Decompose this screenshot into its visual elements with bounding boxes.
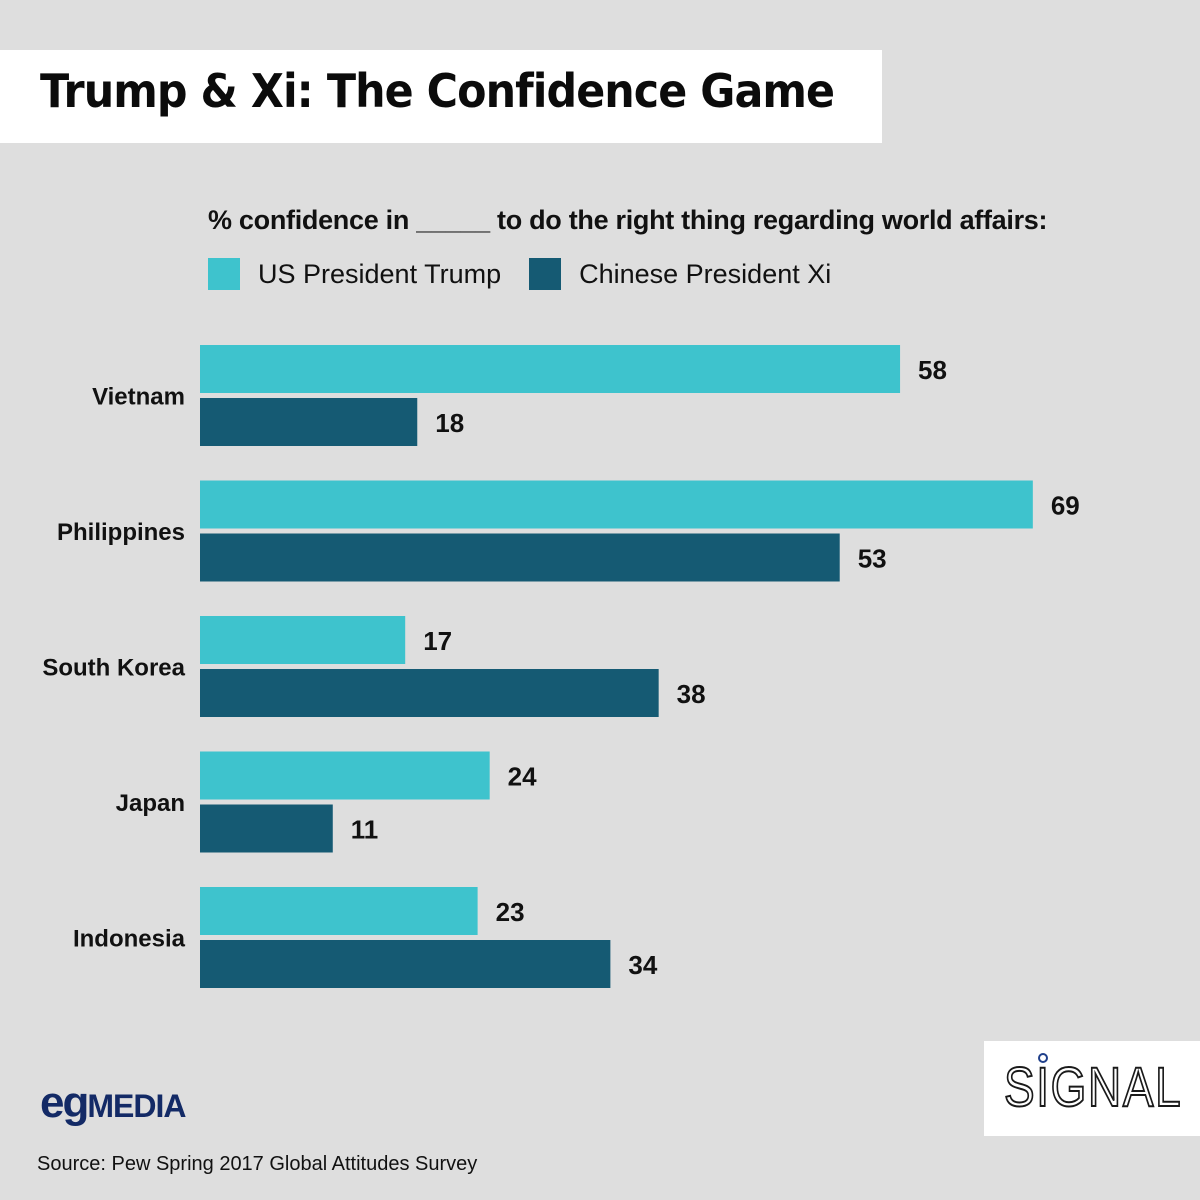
data-label: 53 bbox=[858, 544, 887, 574]
signal-logo-dot-icon bbox=[1038, 1053, 1048, 1063]
bar-xi bbox=[200, 804, 333, 853]
category-label: Japan bbox=[116, 790, 185, 817]
bar-trump bbox=[200, 480, 1033, 529]
data-label: 11 bbox=[351, 815, 379, 845]
category-label: Philippines bbox=[57, 519, 185, 546]
legend-item-trump: US President Trump bbox=[208, 258, 501, 290]
data-label: 34 bbox=[628, 950, 657, 980]
legend-swatch-xi bbox=[529, 258, 562, 290]
egmedia-logo: egMEDIA bbox=[40, 1078, 186, 1128]
data-label: 17 bbox=[423, 626, 452, 656]
category-label: Vietnam bbox=[92, 384, 185, 411]
category-label: South Korea bbox=[42, 655, 185, 682]
chart-subtitle: % confidence in _____ to do the right th… bbox=[208, 205, 1048, 235]
category-label: Indonesia bbox=[73, 926, 186, 953]
bar-trump bbox=[200, 751, 490, 800]
data-label: 18 bbox=[435, 408, 464, 438]
bar-xi bbox=[200, 533, 840, 582]
source-note: Source: Pew Spring 2017 Global Attitudes… bbox=[37, 1153, 478, 1175]
title-banner: Trump & Xi: The Confidence Game bbox=[0, 50, 882, 143]
bar-xi bbox=[200, 398, 418, 446]
bar-xi bbox=[200, 940, 611, 988]
legend-label-xi: Chinese President Xi bbox=[579, 258, 832, 289]
legend: US President Trump Chinese President Xi bbox=[208, 256, 859, 292]
data-label: 58 bbox=[918, 355, 947, 385]
data-label: 24 bbox=[508, 762, 537, 792]
bar-trump bbox=[200, 887, 478, 935]
legend-swatch-trump bbox=[208, 258, 240, 290]
chart-title: Trump & Xi: The Confidence Game bbox=[40, 64, 835, 118]
signal-logo-text: SIGNAL bbox=[1003, 1055, 1183, 1118]
legend-item-xi: Chinese President Xi bbox=[529, 258, 831, 290]
signal-logo: SIGNAL bbox=[984, 1041, 1200, 1136]
legend-label-trump: US President Trump bbox=[258, 258, 502, 289]
data-label: 69 bbox=[1051, 491, 1080, 521]
data-label: 38 bbox=[677, 679, 706, 709]
egmedia-logo-media: MEDIA bbox=[87, 1088, 186, 1124]
bar-trump bbox=[200, 616, 406, 664]
bar-xi bbox=[200, 669, 659, 717]
data-label: 23 bbox=[496, 897, 525, 927]
egmedia-logo-eg: eg bbox=[40, 1078, 89, 1127]
bar-trump bbox=[200, 345, 901, 393]
